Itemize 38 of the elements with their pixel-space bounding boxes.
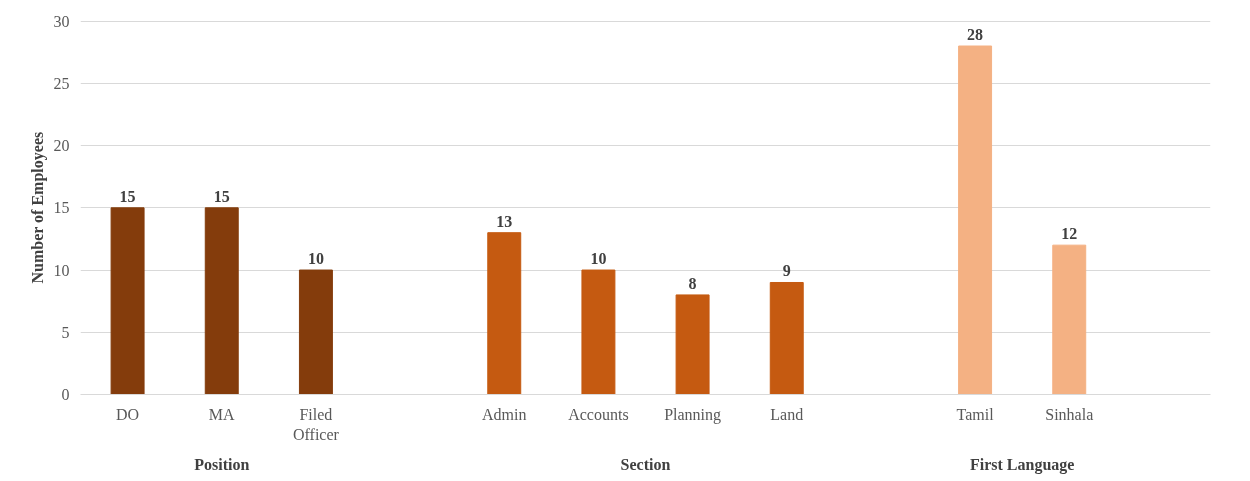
x-tick-label: Filed Officer [292, 405, 340, 443]
bar [769, 281, 804, 395]
bar [110, 207, 145, 395]
y-tick-label: 20 [53, 137, 70, 155]
y-tick-label: 0 [61, 386, 70, 403]
data-label: 15 [213, 187, 230, 205]
bar [675, 294, 710, 395]
x-tick-label: Land [770, 405, 804, 423]
bar [1052, 244, 1087, 395]
bar [298, 269, 333, 395]
x-tick-label: Tamil [956, 405, 995, 423]
y-tick-label: 25 [53, 74, 70, 92]
x-tick-label: Planning [664, 405, 722, 424]
data-label: 12 [1061, 225, 1078, 243]
bar [958, 45, 993, 395]
y-tick-label: 30 [53, 12, 70, 30]
x-tick-label: Sinhala [1045, 405, 1094, 423]
text: Position [194, 455, 250, 473]
bar [487, 232, 522, 395]
y-tick-label: 15 [53, 199, 70, 217]
y-axis-title: Number of Employees [28, 131, 47, 284]
bar [204, 207, 239, 395]
x-tick-label: MA [208, 405, 236, 423]
data-label: 9 [782, 262, 791, 280]
bar [581, 269, 616, 395]
x-tick-label: DO [116, 405, 140, 423]
data-label: 8 [688, 274, 697, 292]
data-label: 28 [967, 26, 984, 44]
data-label: 13 [496, 212, 513, 230]
text: First Language [969, 455, 1075, 474]
text: Section [620, 455, 671, 473]
data-label: 15 [119, 187, 136, 205]
y-tick-label: 5 [61, 323, 70, 341]
x-tick-label: Accounts [568, 405, 629, 423]
data-label: 10 [307, 250, 324, 268]
y-tick-label: 10 [53, 261, 70, 279]
x-tick-label: Admin [482, 405, 527, 423]
data-label: 10 [590, 250, 607, 268]
